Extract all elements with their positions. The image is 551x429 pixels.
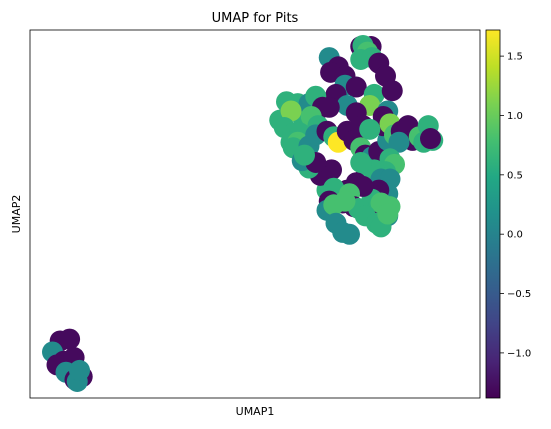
colorbar-tick-label: 0.0 <box>507 230 523 241</box>
colorbar-tick-label: −0.5 <box>507 289 531 300</box>
scatter-point <box>59 328 81 350</box>
scatter-point <box>339 223 360 245</box>
chart-title: UMAP for Pits <box>212 11 299 26</box>
scatter-point <box>294 144 315 166</box>
scatter-point <box>334 190 356 212</box>
scatter-point <box>280 100 302 122</box>
scatter-point <box>318 96 340 118</box>
colorbar-tick-label: −1.0 <box>507 348 531 359</box>
scatter-point <box>359 118 381 140</box>
plot-frame <box>29 29 481 399</box>
y-axis-label: UMAP2 <box>10 195 23 234</box>
x-axis-label: UMAP1 <box>236 405 275 418</box>
scatter-point <box>377 203 399 225</box>
scatter-point <box>345 76 367 98</box>
colorbar-tick-label: 0.5 <box>507 170 523 181</box>
scatter-point <box>420 128 441 150</box>
colorbar-tick-label: 1.5 <box>507 52 523 63</box>
scatter-point <box>381 80 403 102</box>
colorbar-ticks: −1.0 −0.5 0.0 0.5 1.0 1.5 <box>500 52 531 359</box>
colorbar-tick-label: 1.0 <box>507 111 523 122</box>
scatter-point <box>388 131 410 153</box>
scatter-point <box>69 359 90 381</box>
scatter-point <box>350 151 372 173</box>
colorbar <box>485 29 501 399</box>
scatter-points <box>42 34 444 392</box>
